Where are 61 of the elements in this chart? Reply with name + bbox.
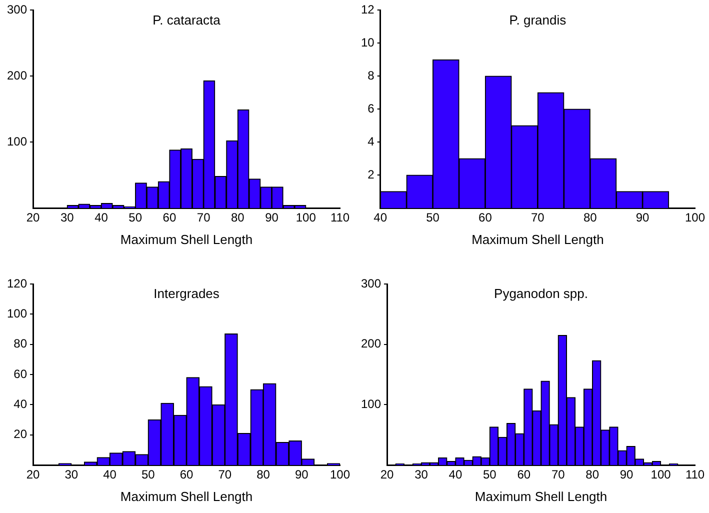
x-tick-label: 90 xyxy=(620,468,634,482)
chart-title: P. grandis xyxy=(509,12,567,28)
x-tick-label: 20 xyxy=(380,468,394,482)
x-axis-title: Maximum Shell Length xyxy=(474,488,608,504)
y-tick-label: 100 xyxy=(6,134,28,148)
x-tick-label: 100 xyxy=(650,468,672,482)
x-tick-label: 70 xyxy=(551,468,566,482)
x-tick-label: 80 xyxy=(586,468,600,482)
x-tick-label: 50 xyxy=(128,210,142,225)
x-tick-label: 110 xyxy=(330,210,350,225)
y-tick-label: 6 xyxy=(368,101,375,116)
x-tick-label: 20 xyxy=(26,468,40,482)
x-tick-label: 100 xyxy=(684,210,706,225)
y-tick-label: 200 xyxy=(360,336,382,351)
x-tick-label: 60 xyxy=(162,210,176,225)
x-tick-label: 90 xyxy=(265,210,279,225)
x-axis-title: Maximum Shell Length xyxy=(472,232,604,247)
x-tick-label: 30 xyxy=(414,468,428,482)
x-tick-label: 80 xyxy=(230,210,245,225)
x-tick-label: 20 xyxy=(26,210,40,225)
y-tick-label: 80 xyxy=(14,336,28,351)
y-tick-label: 4 xyxy=(368,134,375,148)
x-axis-title: Maximum Shell Length xyxy=(120,488,253,504)
y-tick-label: 120 xyxy=(6,276,28,290)
x-tick-label: 40 xyxy=(103,468,117,482)
y-tick-label: 10 xyxy=(360,35,375,50)
x-tick-label: 60 xyxy=(180,468,194,482)
chart-title: Intergrades xyxy=(154,286,220,302)
x-tick-label: 30 xyxy=(60,210,74,225)
y-tick-label: 200 xyxy=(6,68,28,82)
y-tick-label: 100 xyxy=(360,396,382,411)
x-tick-label: 60 xyxy=(517,468,531,482)
x-tick-label: 60 xyxy=(478,210,492,225)
x-tick-label: 80 xyxy=(256,468,270,482)
x-tick-label: 90 xyxy=(636,210,650,225)
x-tick-label: 70 xyxy=(218,468,232,482)
x-tick-label: 90 xyxy=(294,468,309,482)
y-tick-label: 12 xyxy=(360,2,375,17)
x-tick-label: 100 xyxy=(330,468,350,482)
y-tick-label: 300 xyxy=(6,2,28,17)
x-tick-label: 80 xyxy=(583,210,598,225)
y-tick-label: 300 xyxy=(360,276,382,290)
x-tick-label: 50 xyxy=(141,468,156,482)
x-axis-title: Maximum Shell Length xyxy=(120,232,253,247)
y-tick-label: 8 xyxy=(368,68,375,82)
x-tick-label: 70 xyxy=(196,210,211,225)
x-tick-label: 100 xyxy=(296,210,316,225)
x-tick-label: 30 xyxy=(64,468,78,482)
x-tick-label: 50 xyxy=(426,210,440,225)
y-tick-label: 40 xyxy=(14,396,28,411)
x-tick-label: 40 xyxy=(94,210,108,225)
chart-title: P. cataracta xyxy=(152,12,222,28)
x-tick-label: 40 xyxy=(448,468,462,482)
y-tick-label: 100 xyxy=(6,306,28,320)
x-tick-label: 50 xyxy=(483,468,497,482)
x-tick-label: 70 xyxy=(530,210,545,225)
chart-title: Pyganodon spp. xyxy=(494,286,588,302)
x-tick-label: 110 xyxy=(685,468,705,482)
y-tick-label: 60 xyxy=(14,366,28,381)
y-tick-label: 20 xyxy=(14,427,28,442)
y-tick-label: 2 xyxy=(368,167,375,182)
